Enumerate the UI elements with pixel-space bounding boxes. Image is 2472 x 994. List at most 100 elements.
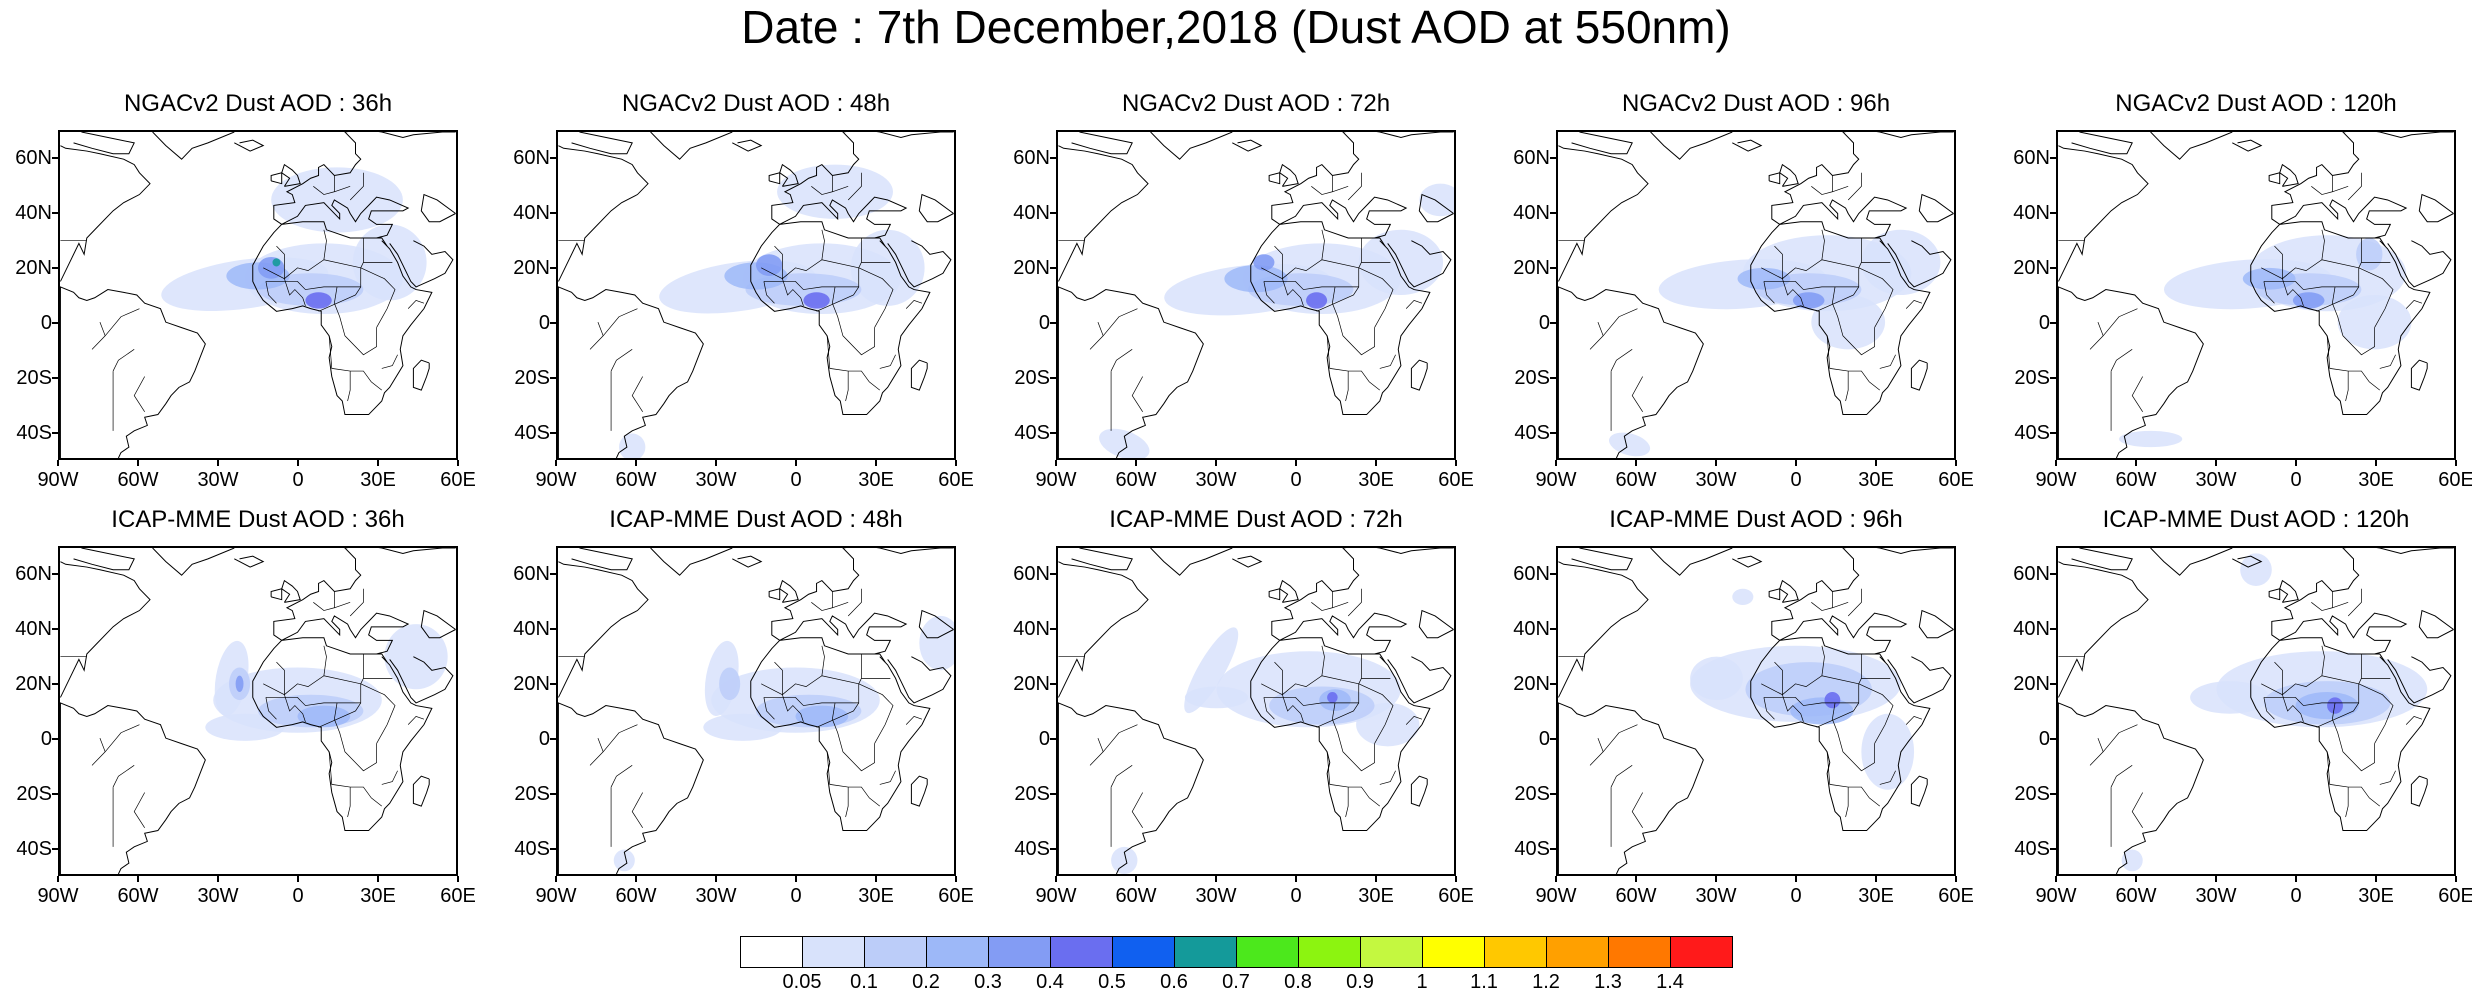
country-border [381,770,398,785]
coastline [2232,139,2263,152]
country-border [2282,278,2304,306]
lat-tick [52,847,58,850]
lon-tick-label: 60E [440,885,476,907]
lat-tick-label: 60N [513,562,550,585]
lon-tick [1295,876,1297,882]
lat-tick [2050,211,2056,214]
colorbar-label: 0.2 [912,971,940,993]
coastline [750,240,931,416]
lat-tick-label: 20S [2014,366,2050,389]
country-border [1263,697,1275,720]
lat-tick [550,737,556,740]
panel-title: ICAP-MME Dust AOD : 120h [2102,506,2410,533]
lon-tick-label: 30E [1858,885,1894,907]
lat-tick-label: 20N [2013,672,2050,695]
colorbar-cell [1050,936,1113,968]
lat-tick [1550,627,1556,630]
lat-tick [550,156,556,159]
coastline [2150,132,2233,160]
coastline [2250,132,2454,282]
colorbar-cell [864,936,927,968]
lon-tick-label: 30E [360,469,396,491]
map-panel [1556,546,1956,876]
lon-tick-label: 60E [440,469,476,491]
country-border [1263,281,1275,304]
lat-tick-label: 60N [1013,146,1050,169]
lon-tick-label: 90W [37,469,79,491]
lon-tick [1875,460,1877,466]
country-border [91,738,106,766]
lat-tick-label: 40N [1513,617,1550,640]
coastline [1150,132,1233,160]
colorbar-label: 0.5 [1098,971,1126,993]
lon-tick [635,460,637,466]
lon-tick [875,876,877,882]
lat-tick [2050,737,2056,740]
country-border [323,229,327,260]
coastline [2058,561,2149,698]
lon-tick [1715,876,1717,882]
coastline [1910,775,1928,807]
dust-plume [850,229,925,306]
colorbar-cell [1112,936,1175,968]
colorbar-label: 0.4 [1036,971,1064,993]
coastline [1279,163,1299,187]
coastline [2058,286,2204,458]
country-border [1774,661,1783,695]
lon-tick-label: 90W [535,469,577,491]
lon-tick-label: 30W [197,469,239,491]
lat-tick [52,627,58,630]
coastline [73,548,135,571]
country-border [1089,322,1104,350]
colorbar-label: 0.1 [850,971,878,993]
country-border [811,186,849,195]
country-border [104,308,140,337]
dust-plume [1609,432,1651,457]
map-canvas [1558,132,1954,458]
lat-tick [550,211,556,214]
coastline [2071,132,2133,155]
colorbar-label: 1.3 [1594,971,1622,993]
country-border [602,308,638,337]
lat-tick-label: 0 [1038,727,1050,750]
lon-tick [2455,876,2457,882]
coastline [1250,240,1431,416]
country-border [1089,738,1104,766]
lon-tick [1795,460,1797,466]
dust-plume [258,256,285,279]
country-border [1858,683,1894,744]
lon-tick [2295,460,2297,466]
country-border [349,588,364,617]
coastline [270,172,283,185]
lon-tick [1455,460,1457,466]
colorbar-cell [1360,936,1423,968]
country-border [1845,787,1849,818]
coastline [1750,240,1931,416]
lat-tick-label: 20N [2013,256,2050,279]
coastline [1768,588,1781,601]
lon-tick [1295,460,1297,466]
coastline [1279,612,1408,655]
country-border [1321,229,1325,260]
coastline [1558,561,1649,698]
lat-tick [52,737,58,740]
lat-tick-label: 40S [16,421,52,444]
dust-plume [1099,428,1150,458]
coastline [2374,237,2386,247]
lat-tick [1050,847,1056,850]
country-border [1345,787,1349,818]
country-border [1763,281,1775,304]
lon-tick-label: 0 [292,885,304,907]
dust-plume [2190,681,2270,714]
lon-tick-label: 90W [37,885,79,907]
lat-tick [1050,156,1056,159]
lat-tick [550,847,556,850]
country-border [1405,716,1423,725]
lon-tick [377,460,379,466]
coastline [1387,656,1452,704]
country-border [1110,349,1133,372]
lat-tick [550,627,556,630]
dust-plume [1861,229,1941,295]
lon-tick [2295,876,2297,882]
lon-tick-label: 90W [1035,469,1077,491]
